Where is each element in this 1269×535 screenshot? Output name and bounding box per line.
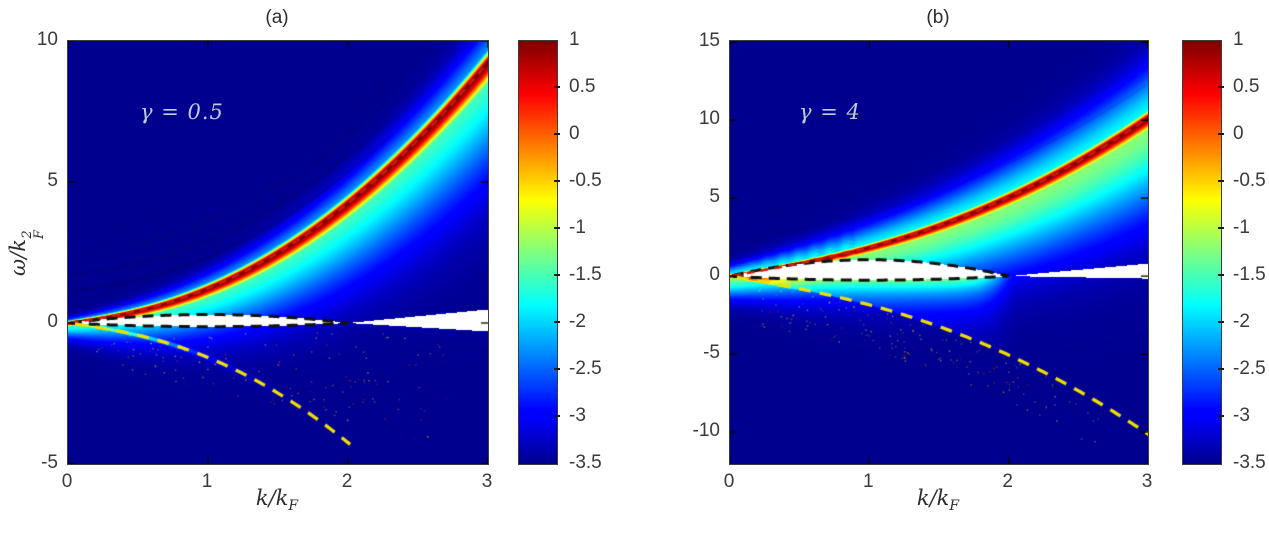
panel-b-colorbar-tick-label: -3	[1233, 405, 1250, 426]
xlabel-sub-F: F	[288, 498, 299, 515]
panel-b-x-tick-label: 0	[723, 471, 735, 492]
panel-a-x-tick-label: 0	[61, 471, 73, 492]
xlabel-sub-F: F	[949, 498, 960, 515]
panel-b-x-tick-label: 1	[863, 471, 874, 492]
panel-b-title: (b)	[926, 7, 950, 28]
colorbar-tick-mark	[1218, 274, 1224, 276]
panel-b-y-tick-label: -5	[703, 342, 720, 364]
panel-b-colorbar-tick-label: -1.5	[1233, 264, 1266, 285]
panel-a-y-tick-label: 5	[47, 170, 58, 191]
colorbar-tick-mark	[1218, 415, 1224, 417]
colorbar-tick-mark	[554, 415, 560, 417]
colorbar-tick-mark	[554, 180, 560, 182]
panel-a-title: (a)	[265, 7, 289, 28]
panel-a-gamma-annotation: γ = 0.5	[140, 100, 224, 124]
panel-a-y-tick-label: 0	[47, 311, 58, 332]
panel-a-colorbar-tick-label: -2	[569, 311, 586, 332]
xlabel-k: k	[916, 486, 930, 510]
panel-b-y-tick-label: -10	[692, 420, 720, 442]
panel-a-y-tick-label: 10	[36, 29, 58, 50]
panel-b-gamma-annotation: γ = 4	[799, 100, 861, 124]
xlabel-slash: /	[929, 486, 937, 510]
panel-b-colorbar	[1182, 40, 1222, 465]
panel-b-y-tick-label: 5	[709, 186, 720, 208]
panel-b-xlabel: k/kF	[858, 486, 1018, 514]
xlabel-k2: k	[936, 486, 950, 510]
colorbar-tick-mark	[554, 227, 560, 229]
colorbar-tick-mark	[554, 274, 560, 276]
panel-a-colorbar-tick-label: -3.5	[569, 452, 602, 473]
colorbar-tick-mark	[1218, 321, 1224, 323]
xlabel-slash: /	[268, 486, 276, 510]
panel-a-y-tick-label: -5	[41, 452, 58, 473]
xlabel-k: k	[255, 486, 269, 510]
panel-b-colorbar-tick-label: -2	[1233, 311, 1250, 332]
panel-a-colorbar-tick-label: -3	[569, 405, 586, 426]
panel-b-colorbar-tick-label: -0.5	[1233, 170, 1266, 191]
colorbar-tick-mark	[1218, 133, 1224, 135]
xlabel-k2: k	[275, 486, 289, 510]
panel-a-colorbar-tick-label: 0.5	[569, 76, 596, 97]
panel-a-colorbar-tick-label: -0.5	[569, 170, 602, 191]
panel-b-colorbar-tick-label: 1	[1233, 29, 1244, 50]
panel-a-ylabel: ω/k 2 F	[6, 183, 47, 323]
panel-a-colorbar	[518, 40, 558, 465]
colorbar-tick-mark	[1218, 227, 1224, 229]
panel-a-colorbar-tick-label: -2.5	[569, 358, 602, 379]
panel-b-colorbar-tick-label: 0.5	[1233, 76, 1260, 97]
ylabel-sub-F: F	[31, 230, 47, 240]
panel-b-x-tick-label: 3	[1141, 471, 1153, 492]
panel-b-colorbar-tick-label: -2.5	[1233, 358, 1266, 379]
panel-a-colorbar-tick-label: -1.5	[569, 264, 602, 285]
ylabel-slash: /	[6, 251, 30, 259]
panel-b-colorbar-tick-label: -3.5	[1233, 452, 1266, 473]
panel-a-x-tick-label: 2	[341, 471, 353, 492]
colorbar-tick-mark	[554, 133, 560, 135]
panel-b-heatmap	[729, 40, 1149, 465]
ylabel-k: k	[6, 239, 30, 252]
panel-b-colorbar-tick-label: -1	[1233, 217, 1250, 238]
panel-a-colorbar-tick-label: 0	[569, 123, 580, 144]
colorbar-tick-mark	[554, 321, 560, 323]
panel-a-colorbar-tick-label: -1	[569, 217, 586, 238]
panel-b-y-tick-label: 15	[698, 30, 720, 52]
panel-a-heatmap	[67, 40, 489, 465]
ylabel-omega: ω	[6, 258, 30, 276]
panel-a-colorbar-tick-label: 1	[569, 29, 580, 50]
panel-a-x-tick-label: 1	[201, 471, 213, 492]
panel-b-x-tick-label: 2	[1002, 471, 1013, 492]
colorbar-tick-mark	[554, 368, 560, 370]
panel-b-colorbar-tick-label: 0	[1233, 123, 1244, 144]
panel-b-y-tick-label: 0	[709, 264, 720, 286]
panel-a-xlabel: k/kF	[197, 486, 357, 514]
colorbar-tick-mark	[1218, 368, 1224, 370]
colorbar-tick-mark	[1218, 180, 1224, 182]
panel-b-y-tick-label: 10	[698, 108, 720, 130]
colorbar-tick-mark	[1218, 86, 1224, 88]
colorbar-tick-mark	[554, 86, 560, 88]
panel-a-x-tick-label: 3	[481, 471, 493, 492]
